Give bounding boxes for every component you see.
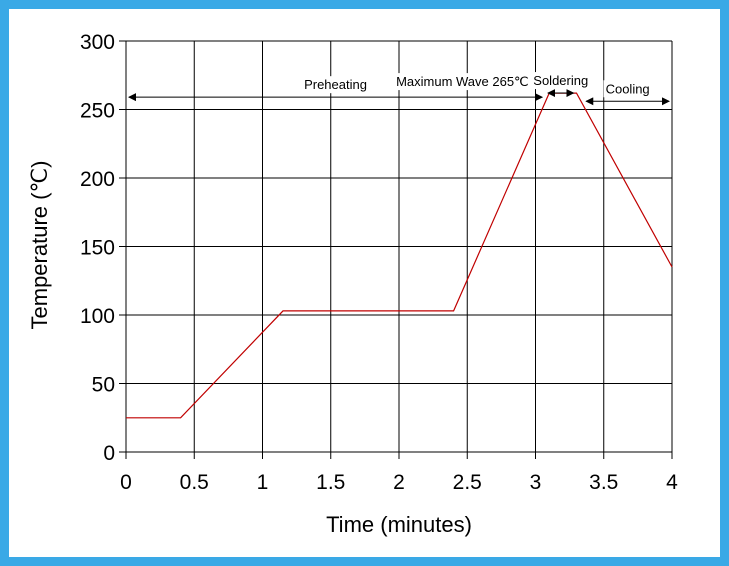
x-tick-label: 2.5 [453,471,482,494]
y-tick-label: 150 [80,237,115,260]
x-tick-label: 3 [530,471,542,494]
y-tick-label: 300 [80,31,115,54]
y-tick-label: 200 [80,168,115,191]
x-tick-label: 3.5 [589,471,618,494]
x-tick-label: 1 [257,471,269,494]
soldering-label-bg [531,72,591,90]
x-tick-label: 1.5 [316,471,345,494]
temperature-profile-chart: Preheating Maximum Wave 265℃ Soldering Cool… [27,31,678,537]
preheating-label-bg [302,76,369,94]
maximum-wave-265-label: Maximum Wave 265℃ [396,74,529,89]
soldering-label: Soldering [533,73,588,88]
y-tick-label: 100 [80,305,115,328]
chart-frame: Preheating Maximum Wave 265℃ Soldering Cool… [9,9,720,557]
maximum-wave-265-label-bg [394,73,531,91]
x-tick-label: 0.5 [180,471,209,494]
temperature-series-line [126,92,673,419]
y-tick-label: 50 [92,374,115,397]
x-tick-label: 4 [666,471,678,494]
y-tick-label: 250 [80,100,115,123]
x-tick-label: 2 [393,471,405,494]
x-axis-title: Time (minutes) [326,512,472,537]
y-axis-title: Temperature (℃) [27,161,52,330]
cooling-label: Cooling [606,81,650,96]
cooling-label-bg [603,80,652,98]
preheating-label: Preheating [304,77,367,92]
y-tick-label: 0 [103,442,115,465]
x-tick-label: 0 [120,471,132,494]
